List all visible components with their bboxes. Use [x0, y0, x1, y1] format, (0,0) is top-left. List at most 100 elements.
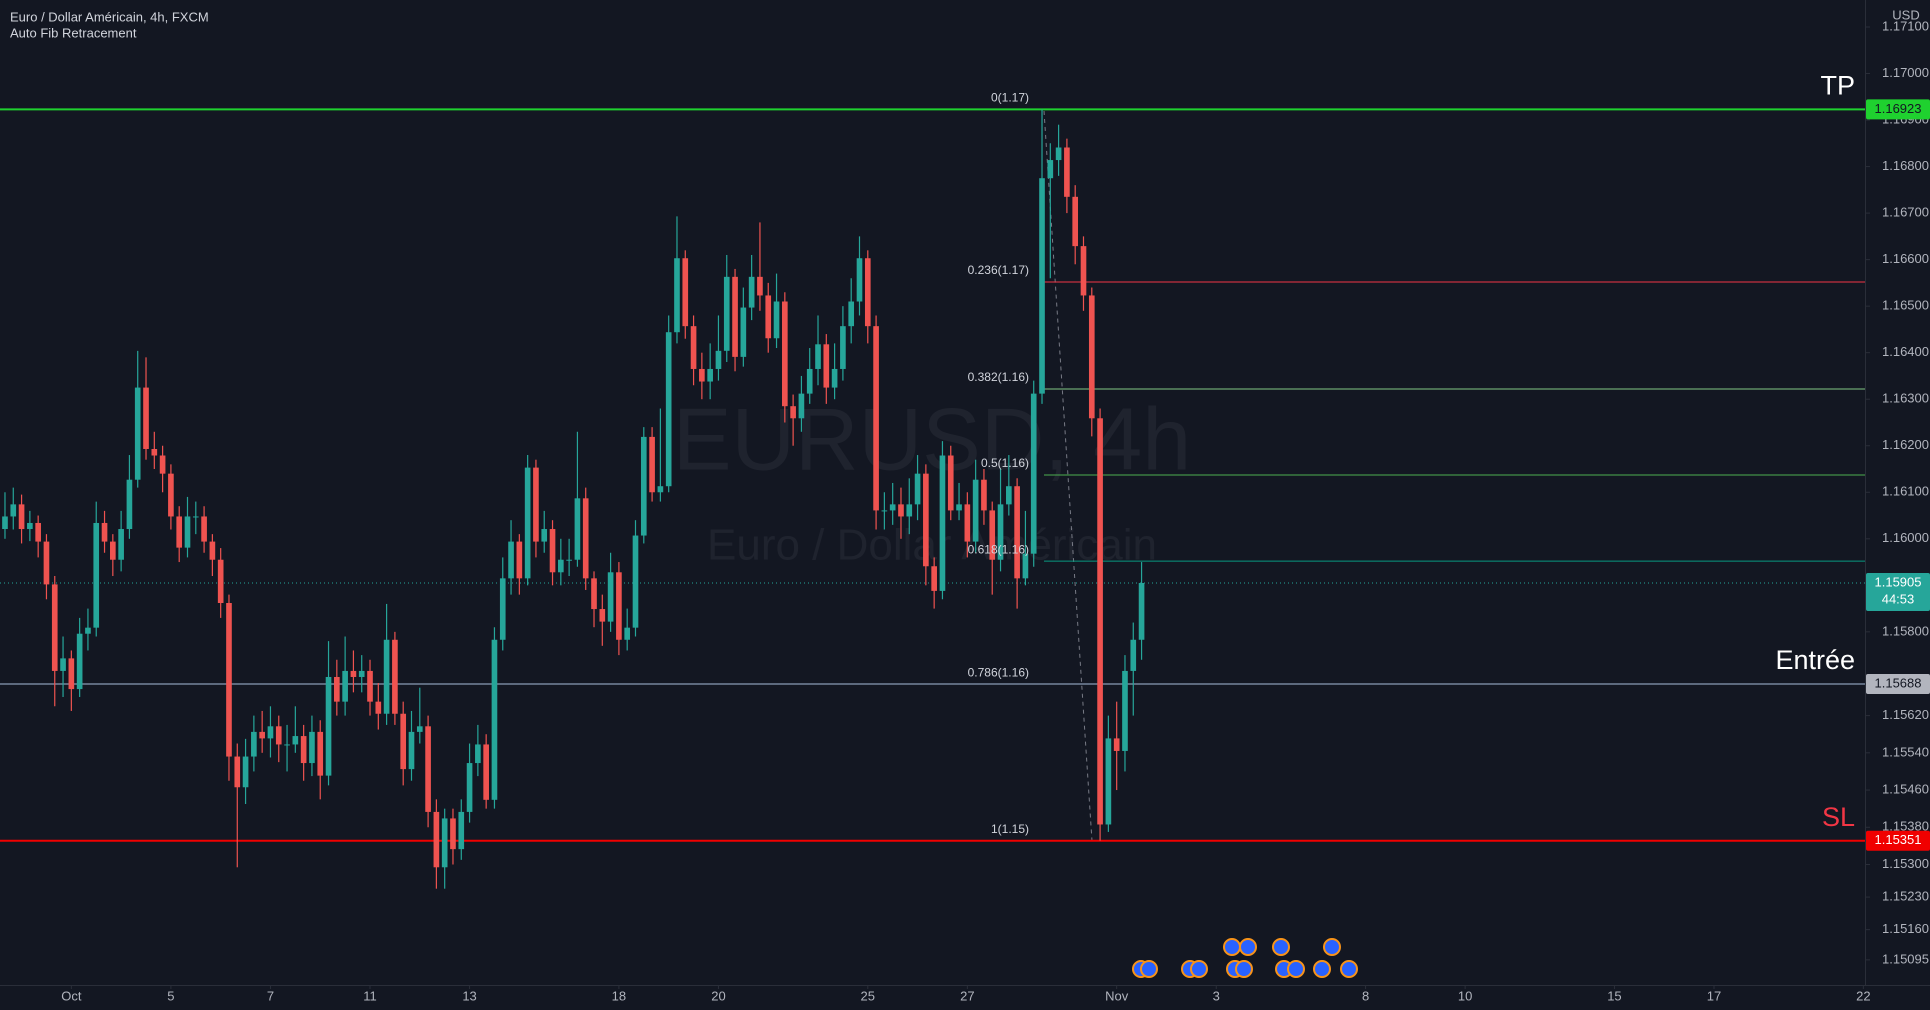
candle-body: [18, 504, 25, 530]
fib-level-label: 0(1.17): [991, 91, 1029, 105]
candle-body: [649, 436, 655, 493]
candle-body: [1088, 295, 1095, 419]
candle-body: [234, 756, 241, 788]
candle-body: [873, 326, 879, 511]
x-tick-label: 17: [1707, 988, 1721, 1003]
candle-body: [533, 467, 539, 542]
candles-layer: [2, 109, 1145, 889]
y-tick-label: 1.15380: [1882, 819, 1929, 834]
event-icon: [1235, 960, 1253, 978]
level-tag: [1866, 99, 1930, 120]
y-tick-label: 1.16400: [1882, 344, 1929, 359]
candle-body: [765, 295, 772, 339]
candle-body: [242, 756, 249, 788]
candle-body: [309, 731, 315, 764]
candle-body: [748, 276, 755, 308]
candle-body: [607, 572, 614, 622]
candle-body: [1047, 160, 1054, 179]
fib-level-label: 0.5(1.16): [981, 456, 1029, 470]
level-tag-label: 1.15351: [1875, 832, 1922, 847]
candle-body: [773, 301, 780, 339]
candle-body: [972, 479, 979, 542]
candle-body: [126, 479, 133, 530]
level-tag-label: 1.16923: [1875, 101, 1922, 116]
candle-body: [757, 276, 763, 296]
candle-body: [151, 448, 158, 456]
candle-body: [491, 639, 498, 800]
candle-body: [159, 455, 166, 474]
candle-body: [831, 368, 838, 388]
y-tick-label: 1.15160: [1882, 921, 1929, 936]
candle-body: [400, 713, 407, 770]
x-tick-label: 7: [267, 988, 274, 1003]
candle-body: [582, 498, 589, 579]
y-tick-label: 1.16200: [1882, 437, 1929, 452]
candle-body: [566, 559, 572, 561]
candle-body: [68, 658, 75, 690]
candle-body: [300, 736, 307, 764]
candle-body: [450, 818, 456, 850]
candle-body: [790, 406, 796, 419]
y-tick-label: 1.15460: [1882, 781, 1929, 796]
current-price-tag: [1866, 572, 1930, 611]
candle-body: [192, 516, 199, 518]
candle-body: [1030, 393, 1037, 554]
candle-body: [93, 522, 100, 628]
candle-body: [433, 811, 440, 868]
candle-body: [707, 368, 713, 382]
candle-body: [317, 731, 324, 776]
x-tick-label: 15: [1607, 988, 1621, 1003]
candle-body: [981, 479, 987, 511]
candle-body: [798, 393, 805, 419]
candle-body: [674, 258, 680, 333]
candle-body: [217, 559, 224, 604]
x-tick-label: Oct: [61, 988, 82, 1003]
candle-body: [325, 676, 332, 776]
candle-body: [43, 541, 50, 585]
candle-body: [723, 276, 730, 351]
event-icon: [1190, 960, 1208, 978]
candle-body: [118, 529, 124, 560]
candle-body: [51, 584, 58, 671]
event-icon: [1313, 960, 1331, 978]
fib-trend-line: [1043, 110, 1093, 842]
candle-body: [259, 731, 265, 739]
fib-level-label: 1(1.15): [991, 822, 1029, 836]
candle-body: [101, 522, 108, 542]
candle-body: [441, 818, 448, 868]
x-tick-label: 27: [960, 988, 974, 1003]
chart-title: Euro / Dollar Américain, 4h, FXCM: [10, 9, 209, 24]
candle-body: [251, 731, 257, 757]
candle-body: [466, 763, 473, 812]
candle-body: [740, 307, 747, 357]
candle-body: [782, 301, 788, 407]
candle-body: [292, 736, 299, 745]
event-icon: [1340, 960, 1358, 978]
candle-body: [2, 516, 8, 530]
candle-body: [1080, 246, 1087, 296]
candle-body: [176, 516, 183, 548]
candle-body: [284, 744, 290, 746]
candle-body: [209, 541, 216, 560]
level-name: SL: [1822, 802, 1855, 832]
candle-body: [458, 811, 465, 850]
fib-level-label: 0.786(1.16): [968, 666, 1029, 680]
candle-body: [483, 744, 489, 800]
event-icon: [1140, 960, 1158, 978]
candle-body: [408, 731, 415, 770]
event-icon: [1323, 938, 1341, 956]
candle-body: [541, 529, 548, 542]
candle-body: [1138, 582, 1145, 640]
candle-body: [499, 578, 506, 640]
x-tick-label: 25: [861, 988, 875, 1003]
candle-body: [1022, 553, 1029, 579]
candle-body: [10, 504, 17, 517]
current-price-label: 1.15905: [1875, 574, 1922, 589]
candle-body: [143, 387, 149, 449]
candle-body: [574, 498, 581, 560]
candle-body: [1064, 147, 1070, 197]
event-icon: [1287, 960, 1305, 978]
candle-body: [1105, 738, 1112, 825]
candle-body: [591, 578, 597, 610]
